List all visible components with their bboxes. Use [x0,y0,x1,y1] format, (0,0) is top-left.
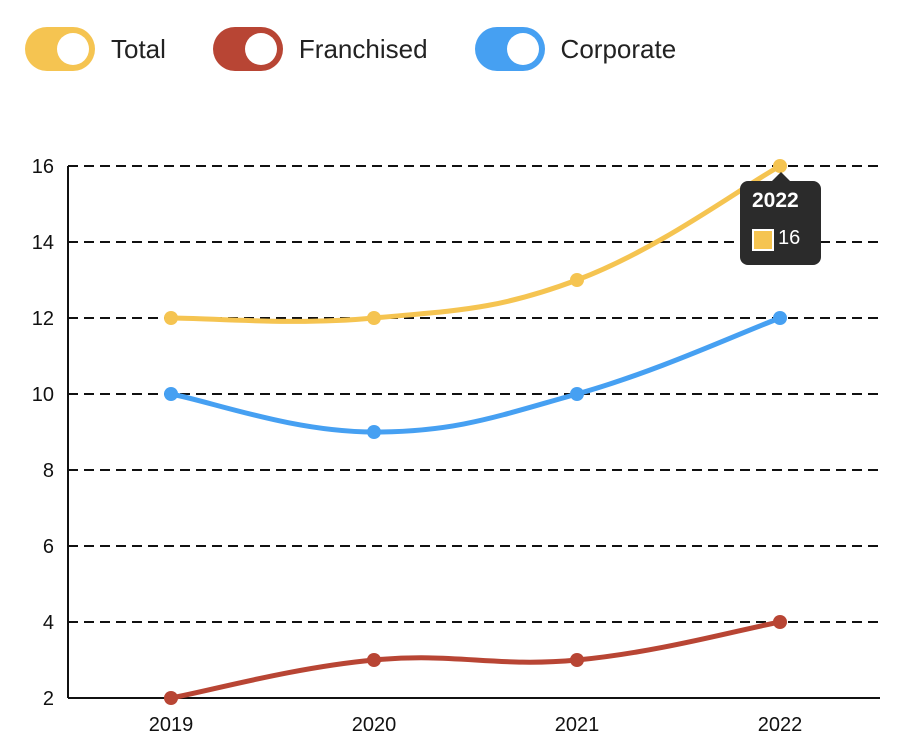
data-points [164,159,787,705]
data-point-corporate [367,425,381,439]
legend-toggle-franchised[interactable] [212,27,283,71]
data-point-franchised [773,615,787,629]
legend-label-franchised: Franchised [298,33,428,64]
legend-label-corporate: Corporate [560,33,677,64]
tooltip-title: 2022 [752,189,799,212]
legend-label-total: Total [111,33,166,64]
legend-toggle-corporate[interactable] [474,27,545,71]
series-line-corporate [168,315,783,435]
y-tick-label: 16 [32,156,54,178]
data-point-corporate [570,387,584,401]
y-tick-label: 2 [43,688,54,710]
data-point-total [164,311,178,325]
data-tooltip: 2022 16 [740,172,821,265]
tooltip-color-swatch [752,229,774,251]
data-point-total [367,311,381,325]
y-tick-label: 6 [43,536,54,558]
series-lines [168,163,783,701]
toggle-knob [244,33,277,65]
data-point-corporate [773,311,787,325]
series-line-total [168,163,783,324]
axes: 2 4 6 8 10 12 14 16 2019 2020 2021 2022 [32,156,880,736]
x-tick-label: 2022 [758,714,803,736]
y-tick-label: 12 [32,308,54,330]
data-point-total [773,159,787,173]
series-line-franchised [168,619,783,701]
data-point-franchised [164,691,178,705]
y-tick-label: 4 [43,612,54,634]
y-tick-label: 10 [32,384,54,406]
legend-item-total[interactable]: Total [25,27,166,71]
x-tick-label: 2019 [149,714,194,736]
legend-toggle-total[interactable] [25,27,95,71]
grid-lines [68,165,880,623]
y-tick-label: 14 [32,232,54,254]
data-point-franchised [367,653,381,667]
toggle-knob [57,33,89,65]
data-point-corporate [164,387,178,401]
x-tick-label: 2021 [555,714,600,736]
legend-item-franchised[interactable]: Franchised [212,27,428,71]
data-point-franchised [570,653,584,667]
data-point-total [570,273,584,287]
toggle-knob [506,33,539,65]
tooltip-value: 16 [778,227,801,249]
chart-legend: Total Franchised Corporate [25,26,676,72]
legend-item-corporate[interactable]: Corporate [474,27,677,71]
y-tick-label: 8 [43,460,54,482]
x-tick-label: 2020 [352,714,397,736]
